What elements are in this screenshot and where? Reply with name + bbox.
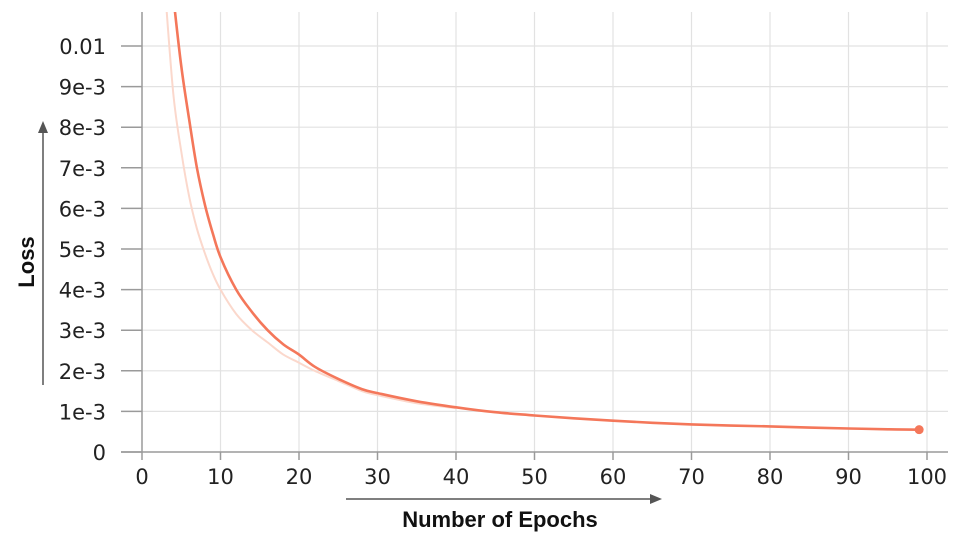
series-layer [165, 12, 924, 435]
tick-labels: 0 1e-3 2e-3 3e-3 4e-3 5e-3 6e-3 7e-3 8e-3 9e-3 0.0… [59, 35, 947, 489]
y-axis-arrow [38, 121, 48, 385]
x-tick-label: 0 [135, 465, 148, 489]
x-tick-label: 10 [207, 465, 234, 489]
x-tick-label: 40 [443, 465, 470, 489]
y-tick-label: 3e-3 [59, 319, 106, 343]
y-axis-title: Loss [14, 236, 39, 287]
y-tick-label: 8e-3 [59, 116, 106, 140]
y-tick-label: 4e-3 [59, 279, 106, 303]
x-tick-label: 20 [286, 465, 313, 489]
y-tick-label: 0.01 [59, 35, 106, 59]
x-tick-label: 70 [678, 465, 705, 489]
y-tick-label: 6e-3 [59, 197, 106, 221]
x-tick-label: 100 [907, 465, 947, 489]
x-tick-label: 80 [757, 465, 784, 489]
y-tick-label: 9e-3 [59, 76, 106, 100]
x-tick-label: 90 [835, 465, 862, 489]
grid [142, 12, 948, 452]
smoothed-loss-line [173, 12, 920, 431]
raw-loss-line [165, 12, 457, 410]
y-tick-label: 2e-3 [59, 360, 106, 384]
x-axis-arrow [346, 494, 662, 504]
y-tick-label: 1e-3 [59, 400, 106, 424]
x-tick-label: 60 [600, 465, 627, 489]
axes [121, 12, 948, 460]
y-tick-label: 7e-3 [59, 157, 106, 181]
x-axis-title: Number of Epochs [402, 507, 598, 532]
y-tick-label: 0 [93, 441, 106, 465]
last-point-marker [914, 425, 924, 435]
x-tick-label: 50 [521, 465, 548, 489]
x-tick-label: 30 [364, 465, 391, 489]
y-tick-label: 5e-3 [59, 238, 106, 262]
